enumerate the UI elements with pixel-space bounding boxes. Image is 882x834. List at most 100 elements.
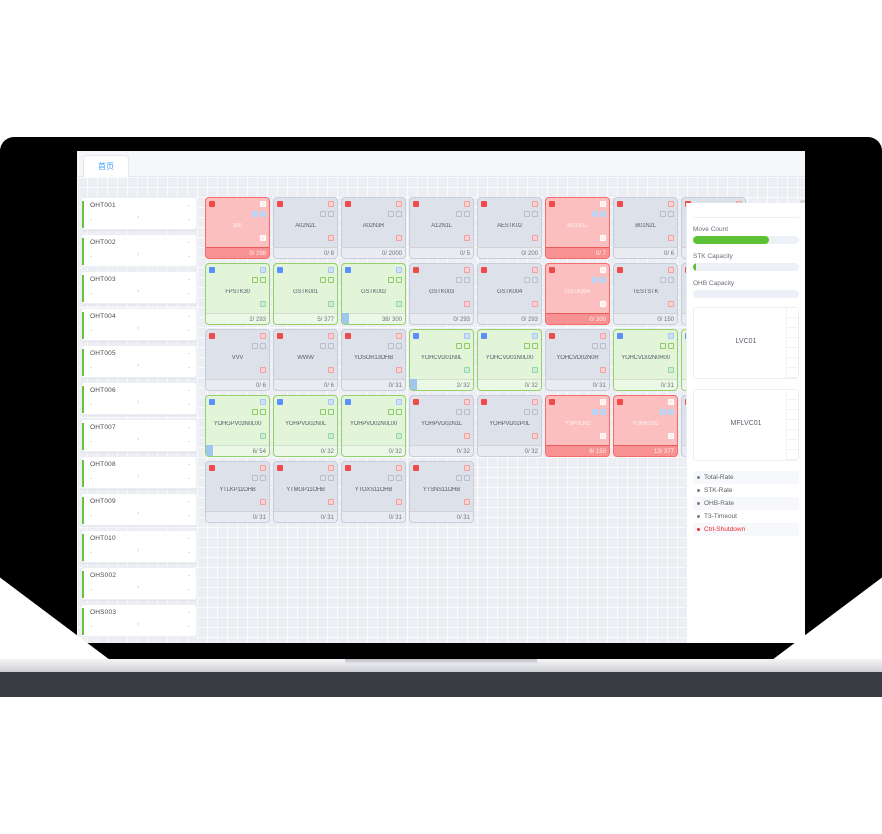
- vehicle-card[interactable]: OHT001 - - › -: [81, 197, 197, 230]
- chevron-right-icon[interactable]: ›: [137, 362, 140, 369]
- station-tile[interactable]: YOHPVD02N1L 0/ 32: [409, 395, 474, 457]
- vehicle-card[interactable]: OHT005 - - › -: [81, 345, 197, 378]
- vehicle-card[interactable]: OHT003 - - › -: [81, 271, 197, 304]
- station-tile[interactable]: TESTSTK 0/ 150: [613, 263, 678, 325]
- vehicle-card[interactable]: OHS003 - - › -: [81, 604, 197, 637]
- vehicle-name: OHT004: [90, 313, 116, 320]
- chevron-right-icon[interactable]: ›: [137, 325, 140, 332]
- metric-list-item[interactable]: T3-Timeout: [693, 510, 799, 523]
- station-tile[interactable]: YOHPVD02N0L00 0/ 32: [341, 395, 406, 457]
- status-indicator-icon: [320, 409, 326, 415]
- chevron-right-icon[interactable]: ›: [137, 288, 140, 295]
- station-tile[interactable]: A02N3R 0/ 2000: [341, 197, 406, 259]
- laptop-deck: [0, 672, 882, 697]
- status-indicator-icon: [668, 333, 674, 339]
- station-tile[interactable]: A12N1L 0/ 5: [409, 197, 474, 259]
- metric-list-item[interactable]: Ctrl-Shutdown: [693, 523, 799, 536]
- status-indicator-icon: [456, 409, 462, 415]
- status-indicator-icon: [668, 201, 674, 207]
- status-indicator-icon: [396, 277, 402, 283]
- status-indicator-icon: [532, 301, 538, 307]
- station-title: VVV: [231, 355, 244, 361]
- chevron-right-icon[interactable]: ›: [137, 584, 140, 591]
- station-tile[interactable]: GSTK004 0/ 293: [477, 263, 542, 325]
- station-tile[interactable]: B01N1L 0/ 7: [545, 197, 610, 259]
- station-tile[interactable]: YOHPVD02P0L 0/ 32: [477, 395, 542, 457]
- vehicle-card[interactable]: OHT009 - - › -: [81, 493, 197, 526]
- metric-list-item[interactable]: Total-Rate: [693, 471, 799, 484]
- status-bar: [82, 349, 84, 376]
- status-indicator-icon: [277, 465, 283, 471]
- station-tile[interactable]: YOHCVD01N0L 2/ 32: [409, 329, 474, 391]
- station-count: 0/ 6: [663, 251, 674, 257]
- metric-list[interactable]: Total-Rate STK-Rate OHB-Rate T3-Timeout Ctrl…: [693, 471, 799, 536]
- vehicle-card[interactable]: OHT010 - - › -: [81, 530, 197, 563]
- station-tile[interactable]: WWW 0/ 6: [273, 329, 338, 391]
- vehicle-card[interactable]: OHT004 - - › -: [81, 308, 197, 341]
- chevron-right-icon[interactable]: ›: [137, 473, 140, 480]
- station-tile[interactable]: YDSOR13OHB 0/ 31: [341, 329, 406, 391]
- equipment-card[interactable]: LVC01: [693, 307, 799, 379]
- vehicle-card[interactable]: OHT008 - - › -: [81, 456, 197, 489]
- station-count: 0/ 5: [459, 251, 470, 257]
- vehicle-value-left: -: [90, 475, 93, 482]
- station-tile[interactable]: GSTK001 5/ 377: [273, 263, 338, 325]
- station-title: GSTK001: [293, 289, 318, 295]
- chevron-right-icon[interactable]: ›: [137, 436, 140, 443]
- station-tile[interactable]: A02N2L 0/ 8: [273, 197, 338, 259]
- status-indicator-icon: [209, 465, 215, 471]
- station-tile[interactable]: YSWFS02 13/ 377: [613, 395, 678, 457]
- station-tile[interactable]: GSTK002 38/ 300: [341, 263, 406, 325]
- station-tile[interactable]: YOHCVD01N0L00 0/ 32: [477, 329, 542, 391]
- vehicle-card[interactable]: OHT007 - - › -: [81, 419, 197, 452]
- chevron-right-icon[interactable]: ›: [137, 251, 140, 258]
- status-indicator-icon: [600, 409, 606, 415]
- station-tile[interactable]: 300 0/ 298: [205, 197, 270, 259]
- station-tile[interactable]: GSTK904 0/ 300: [545, 263, 610, 325]
- vehicle-card[interactable]: OHT006 - - › -: [81, 382, 197, 415]
- station-tile[interactable]: YSPVD01 6/ 150: [545, 395, 610, 457]
- metric-list-item[interactable]: OHB-Rate: [693, 497, 799, 510]
- vehicle-list[interactable]: OHT001 - - › - OHT002 - - › - OHT003 - - › - OHT004 - - › -…: [81, 197, 201, 639]
- vehicle-card[interactable]: OHS002 - - › -: [81, 567, 197, 600]
- station-tile[interactable]: AESTK02 0/ 200: [477, 197, 542, 259]
- station-title: 300: [232, 223, 243, 229]
- chevron-right-icon[interactable]: ›: [137, 621, 140, 628]
- station-tile[interactable]: FPSTK30 2/ 293: [205, 263, 270, 325]
- station-tile[interactable]: GSTK003 0/ 293: [409, 263, 474, 325]
- chevron-right-icon[interactable]: ›: [137, 214, 140, 221]
- equipment-card[interactable]: MFLVC01: [693, 389, 799, 461]
- vehicle-name: OHT010: [90, 535, 116, 542]
- station-tile[interactable]: YOHPVD02N0L 0/ 32: [273, 395, 338, 457]
- station-tile[interactable]: B01N2L 0/ 6: [613, 197, 678, 259]
- metric-list-item[interactable]: STK-Rate: [693, 484, 799, 497]
- station-count: 0/ 31: [388, 383, 402, 389]
- status-indicator-icon: [320, 475, 326, 481]
- station-tile[interactable]: YOHCVD02N0R 0/ 31: [545, 329, 610, 391]
- status-indicator-icon: [617, 333, 623, 339]
- bullet-icon: [697, 514, 700, 518]
- status-indicator-icon: [464, 333, 470, 339]
- chevron-right-icon[interactable]: ›: [137, 510, 140, 517]
- station-tile[interactable]: VVV 0/ 6: [205, 329, 270, 391]
- status-indicator-icon: [328, 201, 334, 207]
- station-tile[interactable]: YOHCVD02N0R00 0/ 31: [613, 329, 678, 391]
- vehicle-value-top: -: [187, 572, 190, 579]
- station-tile[interactable]: YTSNS11OHB 0/ 31: [409, 461, 474, 523]
- station-tile[interactable]: YTOXS11OHB 0/ 31: [341, 461, 406, 523]
- status-indicator-icon: [600, 367, 606, 373]
- station-tile[interactable]: YTLKP11OHB 0/ 31: [205, 461, 270, 523]
- chevron-right-icon[interactable]: ›: [137, 399, 140, 406]
- station-count: 5/ 377: [317, 317, 334, 323]
- status-indicator-icon: [464, 235, 470, 241]
- chevron-right-icon[interactable]: ›: [137, 547, 140, 554]
- meter-track: [693, 290, 799, 298]
- vehicle-card[interactable]: OHT002 - - › -: [81, 234, 197, 267]
- station-tile[interactable]: YTMGP11OHB 0/ 31: [273, 461, 338, 523]
- station-count: 0/ 2000: [381, 251, 402, 257]
- station-tile[interactable]: YOHGPV03N0L00 6/ 54: [205, 395, 270, 457]
- status-indicator-icon: [549, 201, 555, 207]
- station-title: A12N1L: [431, 223, 452, 229]
- capacity-progress: [342, 313, 349, 324]
- tab-home[interactable]: 首页: [83, 155, 129, 177]
